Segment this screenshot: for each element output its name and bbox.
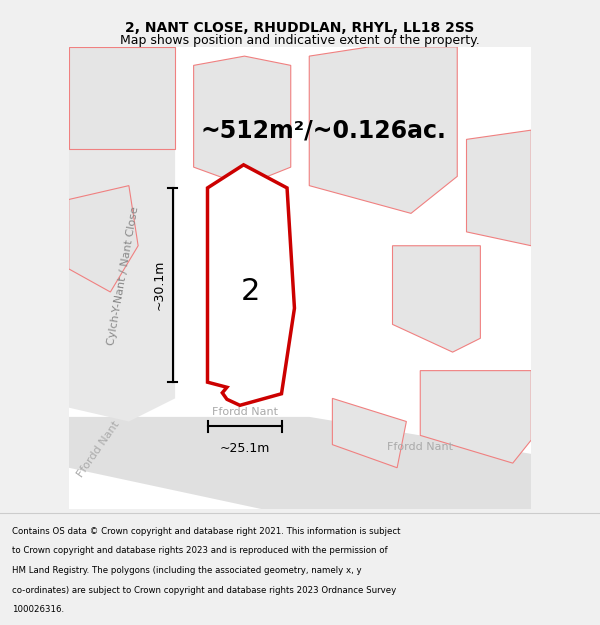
Polygon shape	[467, 130, 531, 246]
Polygon shape	[69, 47, 175, 421]
Text: ~30.1m: ~30.1m	[152, 260, 166, 310]
Text: Cylch-Y-Nant / Nant Close: Cylch-Y-Nant / Nant Close	[106, 206, 140, 346]
Text: 2: 2	[241, 278, 260, 306]
Polygon shape	[332, 398, 406, 468]
Text: HM Land Registry. The polygons (including the associated geometry, namely x, y: HM Land Registry. The polygons (includin…	[12, 566, 362, 575]
Polygon shape	[69, 186, 138, 292]
Polygon shape	[217, 199, 275, 312]
Polygon shape	[69, 47, 175, 149]
Text: Ffordd Nant: Ffordd Nant	[76, 419, 122, 479]
Polygon shape	[69, 417, 531, 509]
Text: Ffordd Nant: Ffordd Nant	[387, 442, 453, 452]
Polygon shape	[420, 371, 531, 463]
Text: to Crown copyright and database rights 2023 and is reproduced with the permissio: to Crown copyright and database rights 2…	[12, 546, 388, 556]
Text: Map shows position and indicative extent of the property.: Map shows position and indicative extent…	[120, 34, 480, 47]
Text: co-ordinates) are subject to Crown copyright and database rights 2023 Ordnance S: co-ordinates) are subject to Crown copyr…	[12, 586, 396, 595]
Text: Ffordd Nant: Ffordd Nant	[212, 408, 277, 418]
Text: ~512m²/~0.126ac.: ~512m²/~0.126ac.	[200, 118, 446, 142]
Text: 2, NANT CLOSE, RHUDDLAN, RHYL, LL18 2SS: 2, NANT CLOSE, RHUDDLAN, RHYL, LL18 2SS	[125, 21, 475, 35]
Text: 100026316.: 100026316.	[12, 606, 64, 614]
Polygon shape	[392, 246, 481, 352]
Text: Contains OS data © Crown copyright and database right 2021. This information is : Contains OS data © Crown copyright and d…	[12, 527, 401, 536]
Polygon shape	[194, 56, 291, 186]
Polygon shape	[309, 47, 457, 213]
Text: ~25.1m: ~25.1m	[220, 442, 270, 455]
Polygon shape	[208, 165, 295, 405]
